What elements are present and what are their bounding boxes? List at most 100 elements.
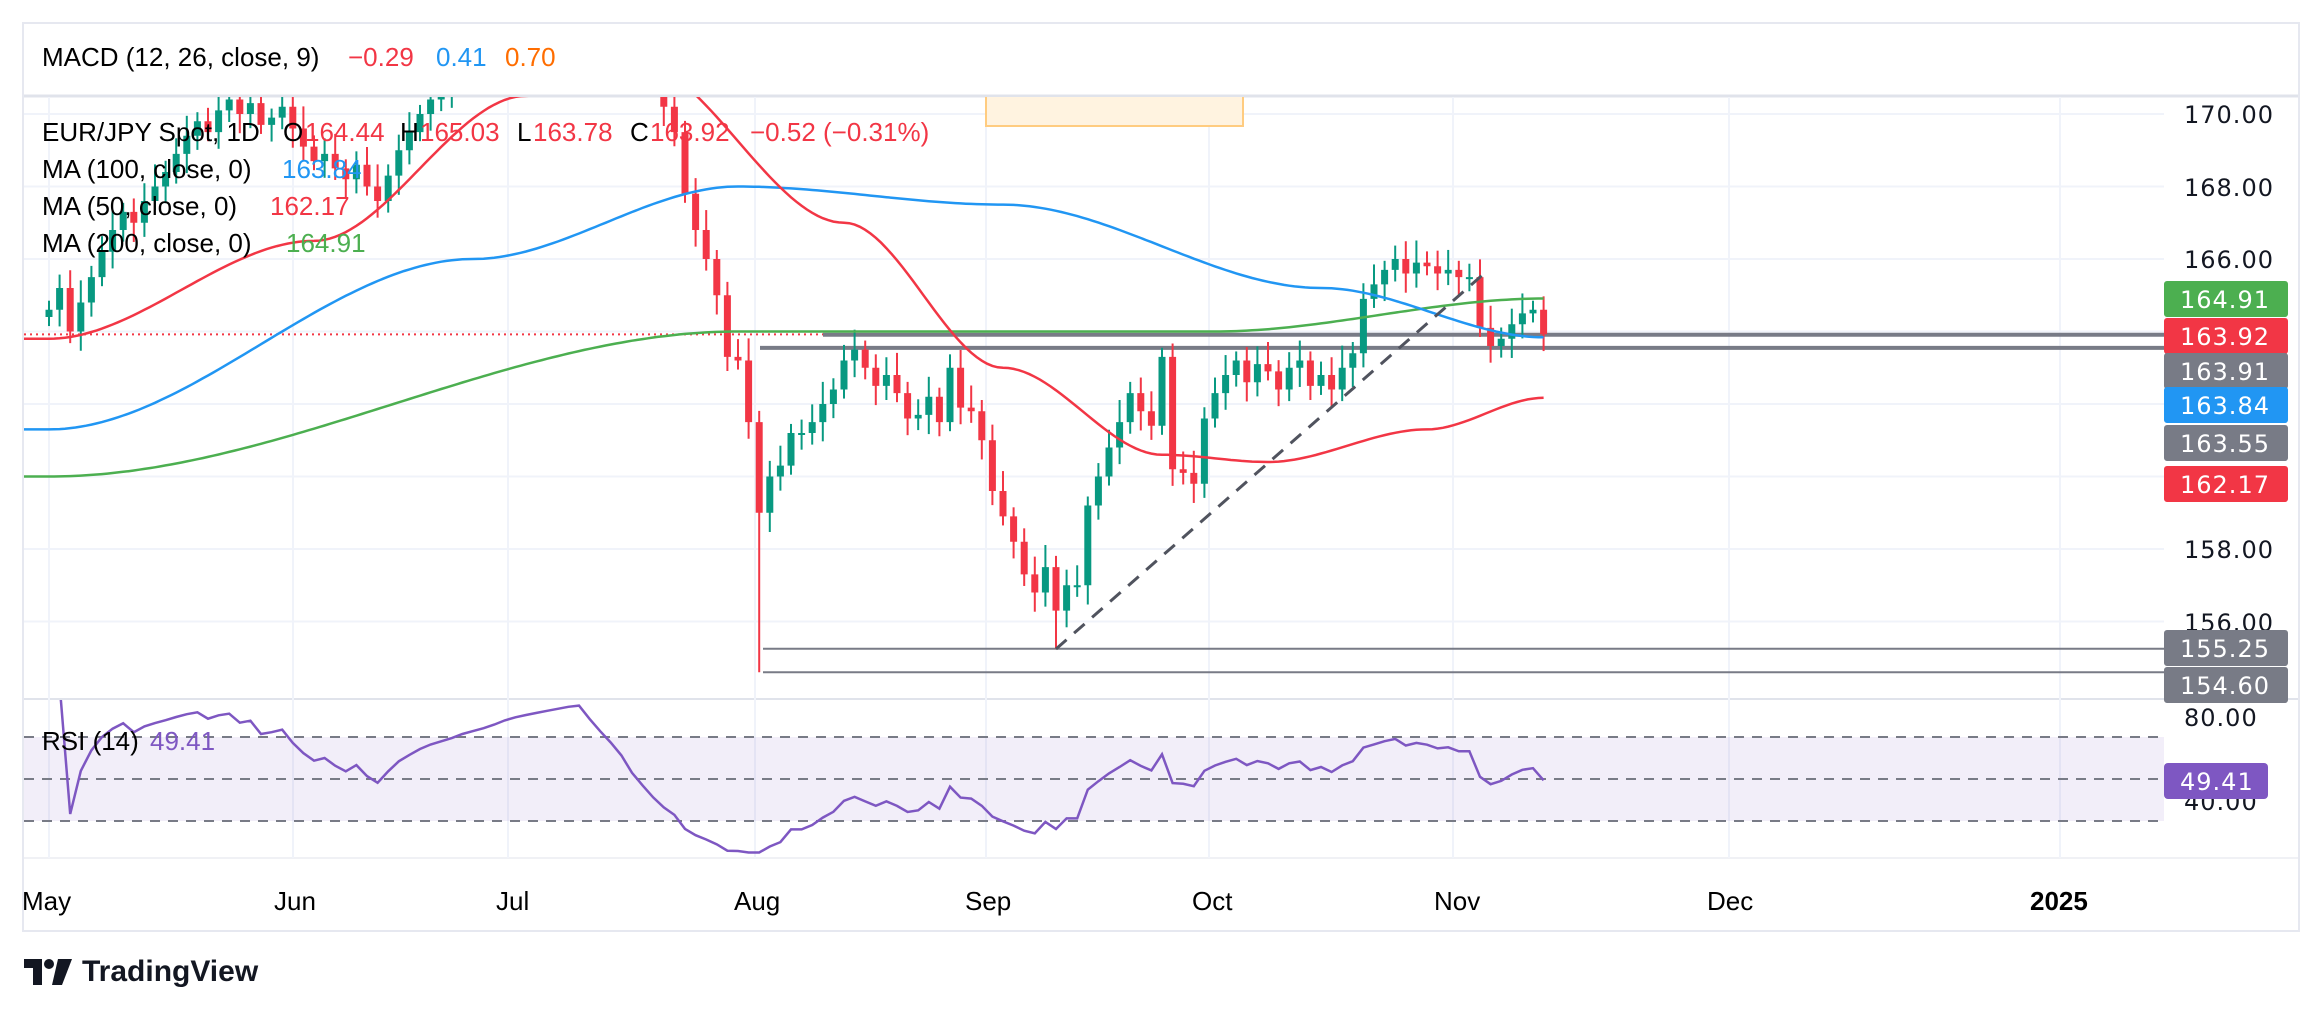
candle-body <box>289 106 297 129</box>
time-tick-jun: Jun <box>274 886 316 916</box>
price-pane[interactable] <box>17 0 2164 674</box>
price-tag: 162.17 <box>2164 466 2288 502</box>
candle-up <box>437 97 445 112</box>
candle-up <box>1222 355 1230 410</box>
candle-up <box>1063 569 1071 628</box>
candle-body <box>151 186 159 201</box>
candle-down <box>1455 260 1463 297</box>
close-value: 163.92 <box>650 117 730 147</box>
time-tick-2025: 2025 <box>2030 886 2088 916</box>
candle-body <box>734 356 742 361</box>
candle-body <box>1126 393 1134 423</box>
highlight-rectangle[interactable] <box>985 95 1244 127</box>
price-tag: 163.55 <box>2164 425 2288 461</box>
candle-body <box>925 396 933 415</box>
candle-up <box>1084 496 1092 605</box>
candle-up <box>395 134 403 195</box>
candle-body <box>310 146 318 162</box>
candle-body <box>278 106 286 118</box>
candle-up <box>119 202 127 242</box>
candle-down <box>1264 342 1272 381</box>
candle-up <box>819 381 827 442</box>
candle-body <box>427 99 435 114</box>
tradingview-logo[interactable]: TradingView <box>24 955 258 989</box>
ma50-line[interactable] <box>17 60 1544 464</box>
candle-body <box>1359 298 1367 354</box>
candle-body <box>1253 364 1261 383</box>
candle-up <box>1073 565 1081 597</box>
candle-body <box>650 49 657 78</box>
candle-body <box>1444 269 1452 274</box>
macd-value: −0.29 <box>348 42 414 72</box>
candle-body <box>1222 375 1230 394</box>
candle-down <box>1328 357 1336 407</box>
candle-down <box>1306 351 1314 401</box>
candle-up <box>1349 342 1357 387</box>
candle-body <box>829 389 837 404</box>
candle-up <box>1359 283 1367 368</box>
time-tick-jul: Jul <box>496 886 529 916</box>
candle-down <box>363 146 371 196</box>
candle-down <box>1147 391 1155 440</box>
candle-body <box>1211 393 1219 419</box>
candle-body <box>491 27 498 42</box>
time-tick-may: May <box>22 886 71 916</box>
candle-down <box>639 14 646 65</box>
rsi-label[interactable]: RSI (14) <box>42 726 139 756</box>
rsi-line[interactable] <box>59 685 1545 854</box>
candle-body <box>1296 360 1304 368</box>
candle-up <box>98 236 106 287</box>
candle-down <box>289 97 297 148</box>
price-tick: 158.00 <box>2184 536 2274 564</box>
candle-down <box>342 159 350 199</box>
candle-body <box>629 0 636 23</box>
candle-body <box>893 375 901 394</box>
candle-body <box>713 259 721 296</box>
ma100-line[interactable] <box>17 185 1544 431</box>
candle-up <box>268 108 276 142</box>
candle-down <box>299 106 307 161</box>
candle-body <box>787 433 795 466</box>
candle-body <box>1381 269 1389 285</box>
candle-body <box>1137 393 1145 412</box>
candle-body <box>808 422 816 433</box>
time-tick-oct: Oct <box>1192 886 1233 916</box>
price-tag-box <box>2164 466 2288 502</box>
candle-up <box>1232 351 1240 387</box>
candle-up <box>405 112 413 165</box>
candle-down <box>978 400 986 460</box>
candle-down <box>66 270 74 344</box>
symbol-title[interactable]: EUR/JPY Spot, 1D <box>42 117 260 147</box>
candle-body <box>1105 447 1113 477</box>
candle-body <box>702 230 710 259</box>
candle-body <box>935 396 943 423</box>
candle-body <box>1179 469 1187 473</box>
time-axis[interactable]: May Jun Jul Aug Sep Oct Nov Dec 2025 <box>22 886 2088 916</box>
candle-body <box>819 404 827 423</box>
candle-body <box>321 153 329 162</box>
ma50-label[interactable]: MA (50, close, 0) <box>42 191 237 221</box>
price-tag-value: 164.91 <box>2180 286 2270 314</box>
price-tag-box <box>2164 667 2288 703</box>
rsi-pane[interactable] <box>24 685 2164 854</box>
candle-up <box>1338 345 1346 402</box>
candle-up <box>215 97 223 149</box>
candle-body <box>1423 262 1431 267</box>
high-label: H <box>400 117 419 147</box>
ma100-label[interactable]: MA (100, close, 0) <box>42 154 252 184</box>
ma200-line[interactable] <box>17 297 1544 478</box>
low-value: 163.78 <box>533 117 613 147</box>
candle-up <box>1317 361 1325 395</box>
candle-down <box>755 410 763 673</box>
candle-body <box>66 288 74 332</box>
price-tag: 164.91 <box>2164 281 2288 317</box>
candle-up <box>1041 545 1049 607</box>
price-tags: 164.91 163.92 163.91 163.84 163.55 162.17 155.… <box>2164 281 2288 703</box>
candle-down <box>1179 451 1187 485</box>
price-axis[interactable]: 170.00 168.00 166.00 158.00 156.00 80.00… <box>2184 101 2274 816</box>
candle-up <box>1296 340 1304 387</box>
candle-body <box>1317 375 1325 386</box>
ma200-label[interactable]: MA (200, close, 0) <box>42 228 252 258</box>
candle-body <box>851 349 859 361</box>
